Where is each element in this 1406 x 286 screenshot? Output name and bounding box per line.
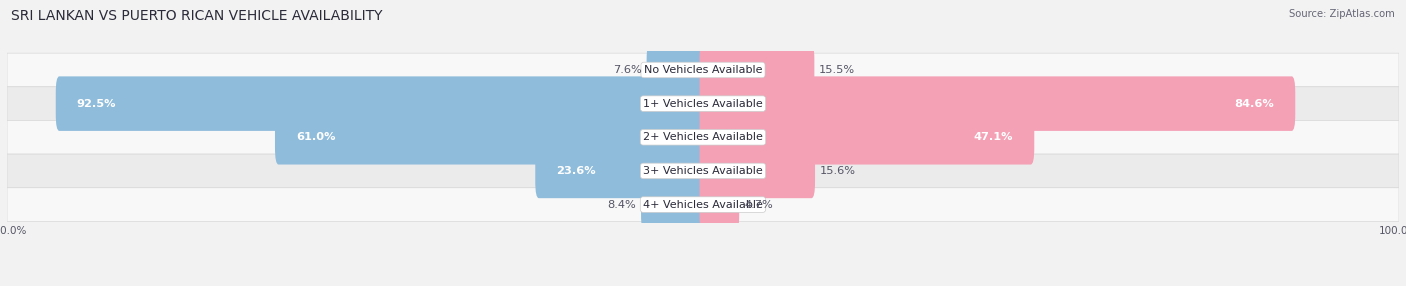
Text: 23.6%: 23.6% — [557, 166, 596, 176]
Text: 7.6%: 7.6% — [613, 65, 641, 75]
FancyBboxPatch shape — [56, 76, 706, 131]
FancyBboxPatch shape — [7, 154, 1399, 188]
Text: 3+ Vehicles Available: 3+ Vehicles Available — [643, 166, 763, 176]
Text: 15.6%: 15.6% — [820, 166, 856, 176]
FancyBboxPatch shape — [7, 188, 1399, 221]
Text: Source: ZipAtlas.com: Source: ZipAtlas.com — [1289, 9, 1395, 19]
FancyBboxPatch shape — [647, 43, 706, 97]
Text: No Vehicles Available: No Vehicles Available — [644, 65, 762, 75]
Text: 47.1%: 47.1% — [974, 132, 1014, 142]
Text: 84.6%: 84.6% — [1234, 99, 1274, 109]
Text: 2+ Vehicles Available: 2+ Vehicles Available — [643, 132, 763, 142]
FancyBboxPatch shape — [7, 120, 1399, 154]
FancyBboxPatch shape — [641, 177, 706, 232]
Text: 61.0%: 61.0% — [295, 132, 336, 142]
FancyBboxPatch shape — [700, 43, 814, 97]
FancyBboxPatch shape — [700, 177, 740, 232]
Text: 92.5%: 92.5% — [76, 99, 117, 109]
Text: 4.7%: 4.7% — [744, 200, 773, 210]
FancyBboxPatch shape — [700, 110, 1035, 164]
Text: 8.4%: 8.4% — [607, 200, 636, 210]
FancyBboxPatch shape — [700, 144, 815, 198]
Text: 15.5%: 15.5% — [820, 65, 855, 75]
FancyBboxPatch shape — [276, 110, 706, 164]
FancyBboxPatch shape — [7, 53, 1399, 87]
Text: 1+ Vehicles Available: 1+ Vehicles Available — [643, 99, 763, 109]
Text: SRI LANKAN VS PUERTO RICAN VEHICLE AVAILABILITY: SRI LANKAN VS PUERTO RICAN VEHICLE AVAIL… — [11, 9, 382, 23]
FancyBboxPatch shape — [536, 144, 706, 198]
Text: 4+ Vehicles Available: 4+ Vehicles Available — [643, 200, 763, 210]
FancyBboxPatch shape — [7, 87, 1399, 120]
FancyBboxPatch shape — [700, 76, 1295, 131]
